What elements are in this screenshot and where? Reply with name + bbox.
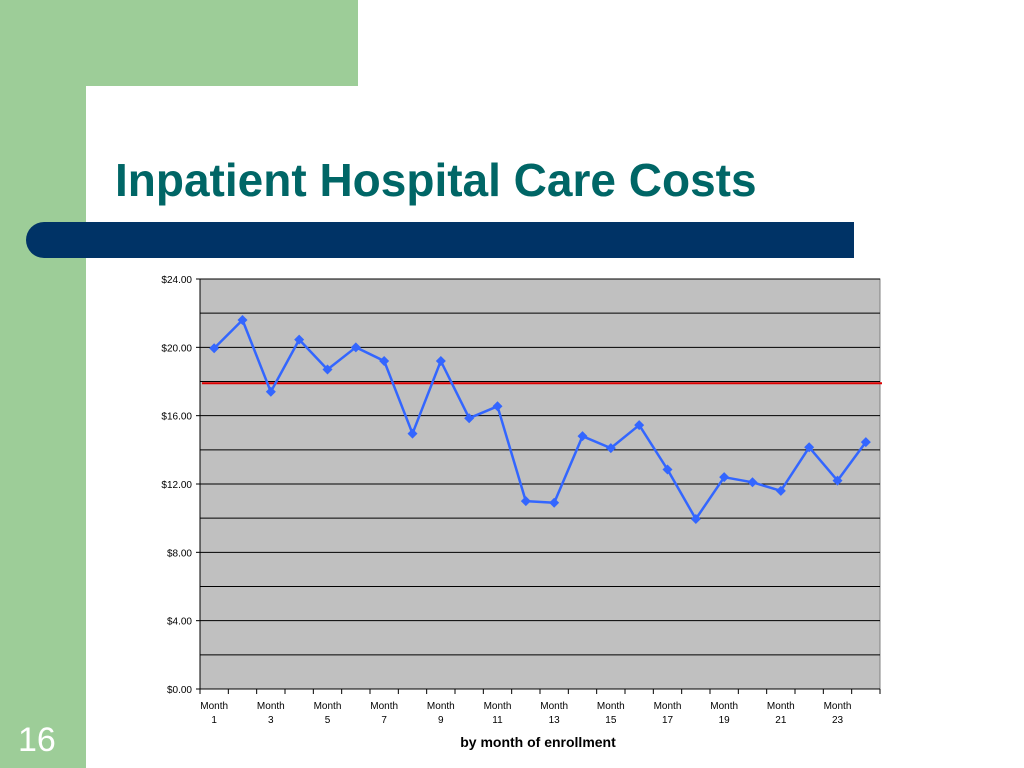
- data-point: [407, 428, 418, 439]
- page-number: 16: [18, 721, 56, 759]
- data-point: [804, 442, 815, 453]
- data-point: [492, 401, 503, 412]
- data-point: [634, 420, 645, 431]
- data-point: [690, 514, 701, 525]
- x-tick-label: Month 5: [314, 701, 342, 726]
- x-tick-label: Month 13: [540, 701, 568, 726]
- y-tick-label: $4.00: [167, 617, 192, 628]
- y-tick-label: $12.00: [161, 480, 192, 491]
- x-tick-label: Month 7: [370, 701, 398, 726]
- x-tick-label: Month 23: [824, 701, 852, 726]
- green-top-bar: [0, 0, 358, 86]
- x-axis: Month 1 Month 3 Month 5 Month 7 Month 9 Month 11 Mon…: [199, 688, 881, 726]
- data-point: [237, 315, 248, 325]
- data-point: [435, 356, 446, 366]
- x-axis-title: by month of enrollment: [460, 734, 616, 750]
- data-point: [209, 343, 220, 354]
- y-tick-label: $0.00: [167, 685, 192, 696]
- data-point: [379, 356, 390, 366]
- data-point: [464, 413, 475, 424]
- y-axis: $0.00 $4.00 $8.00 $12.00 $16.00 $20.00 $24.00: [161, 275, 201, 696]
- series-line: [213, 318, 867, 521]
- x-tick-label: Month 1: [200, 701, 228, 726]
- data-point: [520, 496, 531, 507]
- data-point: [860, 437, 871, 448]
- title-underline-bar: [26, 222, 854, 258]
- gridlines: [200, 278, 880, 656]
- y-tick-label: $16.00: [161, 412, 192, 423]
- data-point: [832, 475, 843, 486]
- x-tick-label: Month 19: [710, 701, 738, 726]
- series-group: [209, 315, 871, 525]
- x-tick-label: Month 3: [257, 701, 285, 726]
- data-point: [747, 477, 758, 488]
- slide-title: Inpatient Hospital Care Costs: [115, 154, 757, 206]
- data-point: [719, 472, 730, 483]
- data-point: [577, 431, 588, 442]
- y-tick-label: $8.00: [167, 548, 192, 559]
- green-side-bar: [0, 0, 86, 768]
- data-point: [605, 443, 616, 454]
- data-point: [775, 485, 786, 496]
- data-point: [549, 497, 560, 508]
- x-tick-label: Month 17: [654, 701, 682, 726]
- data-point: [662, 464, 673, 475]
- data-point: [294, 334, 305, 345]
- y-tick-label: $24.00: [161, 275, 192, 286]
- data-point: [265, 386, 276, 397]
- x-tick-label: Month 21: [767, 701, 795, 726]
- y-tick-label: $20.00: [161, 343, 192, 354]
- x-tick-label: Month 9: [427, 701, 455, 726]
- x-tick-label: Month 11: [484, 701, 512, 726]
- data-point: [322, 364, 333, 375]
- data-point: [350, 342, 361, 353]
- x-tick-label: Month 15: [597, 701, 625, 726]
